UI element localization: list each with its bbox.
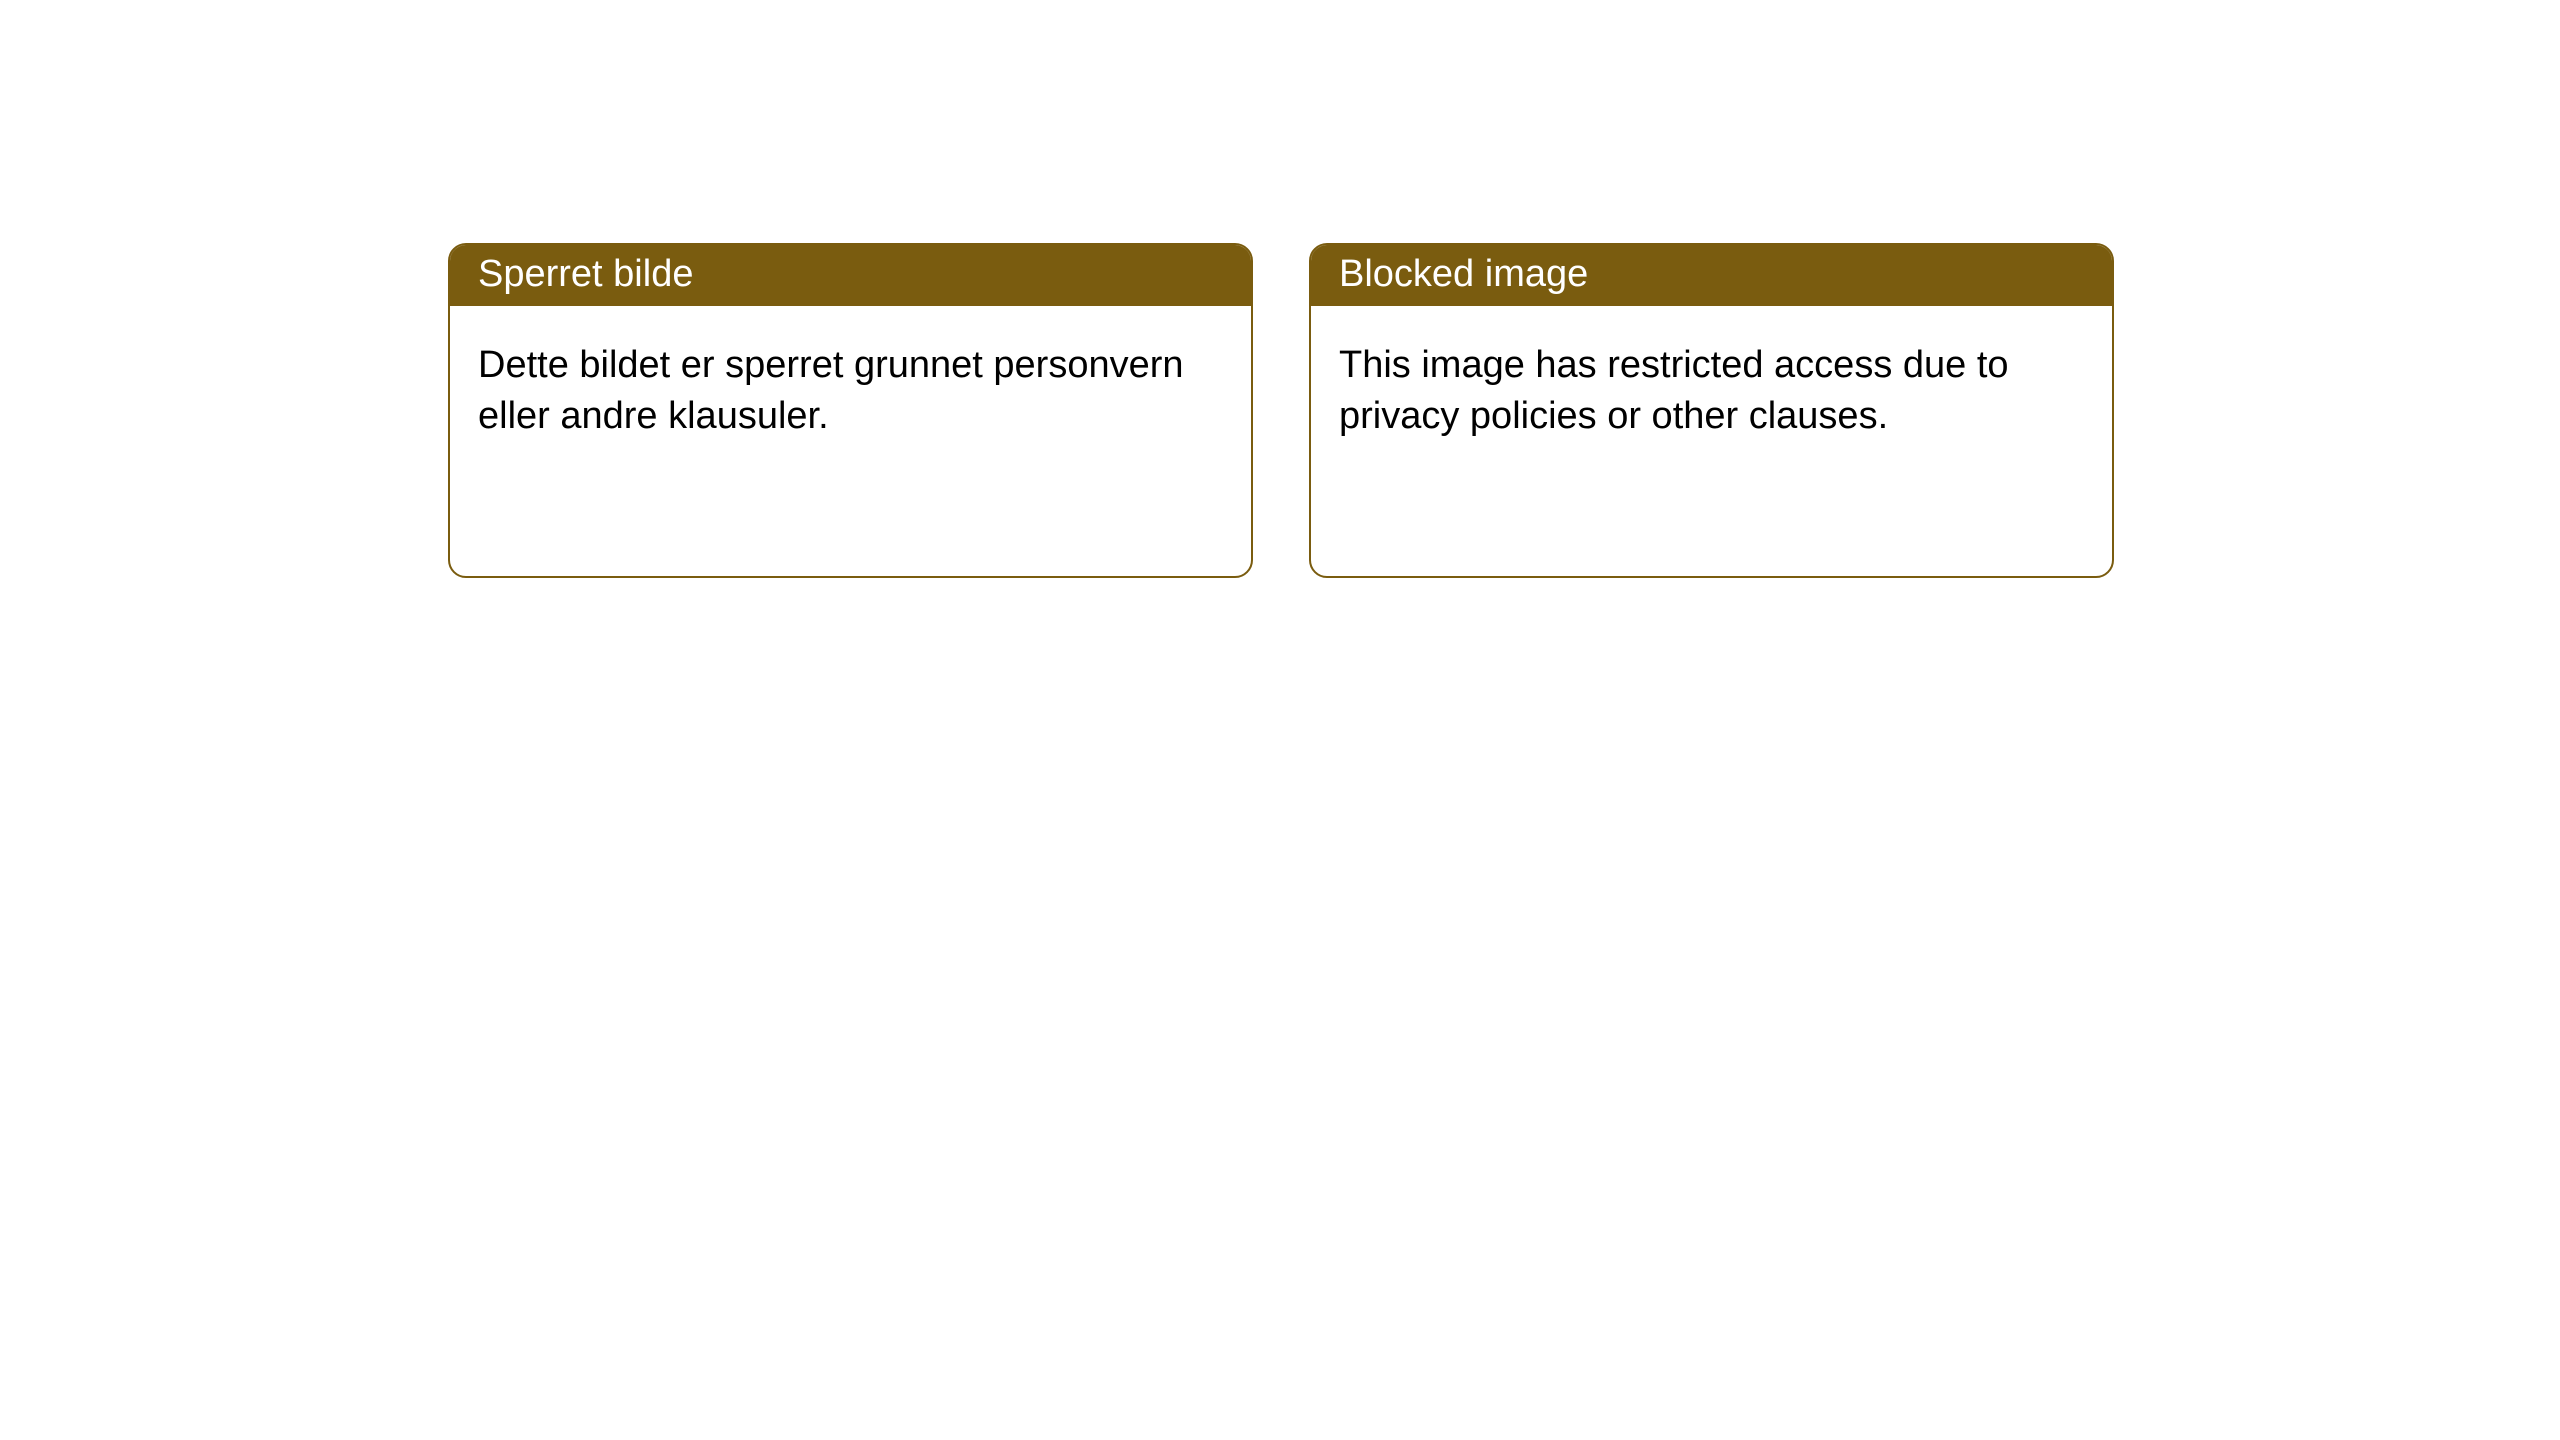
notice-card-norwegian: Sperret bilde Dette bildet er sperret gr… [448, 243, 1253, 578]
card-body: Dette bildet er sperret grunnet personve… [450, 306, 1251, 576]
card-title: Blocked image [1339, 253, 1588, 295]
notice-container: Sperret bilde Dette bildet er sperret gr… [0, 0, 2560, 578]
card-message: This image has restricted access due to … [1339, 340, 2084, 443]
notice-card-english: Blocked image This image has restricted … [1309, 243, 2114, 578]
card-body: This image has restricted access due to … [1311, 306, 2112, 576]
card-title: Sperret bilde [478, 253, 693, 295]
card-header: Sperret bilde [450, 245, 1251, 306]
card-message: Dette bildet er sperret grunnet personve… [478, 340, 1223, 443]
card-header: Blocked image [1311, 245, 2112, 306]
